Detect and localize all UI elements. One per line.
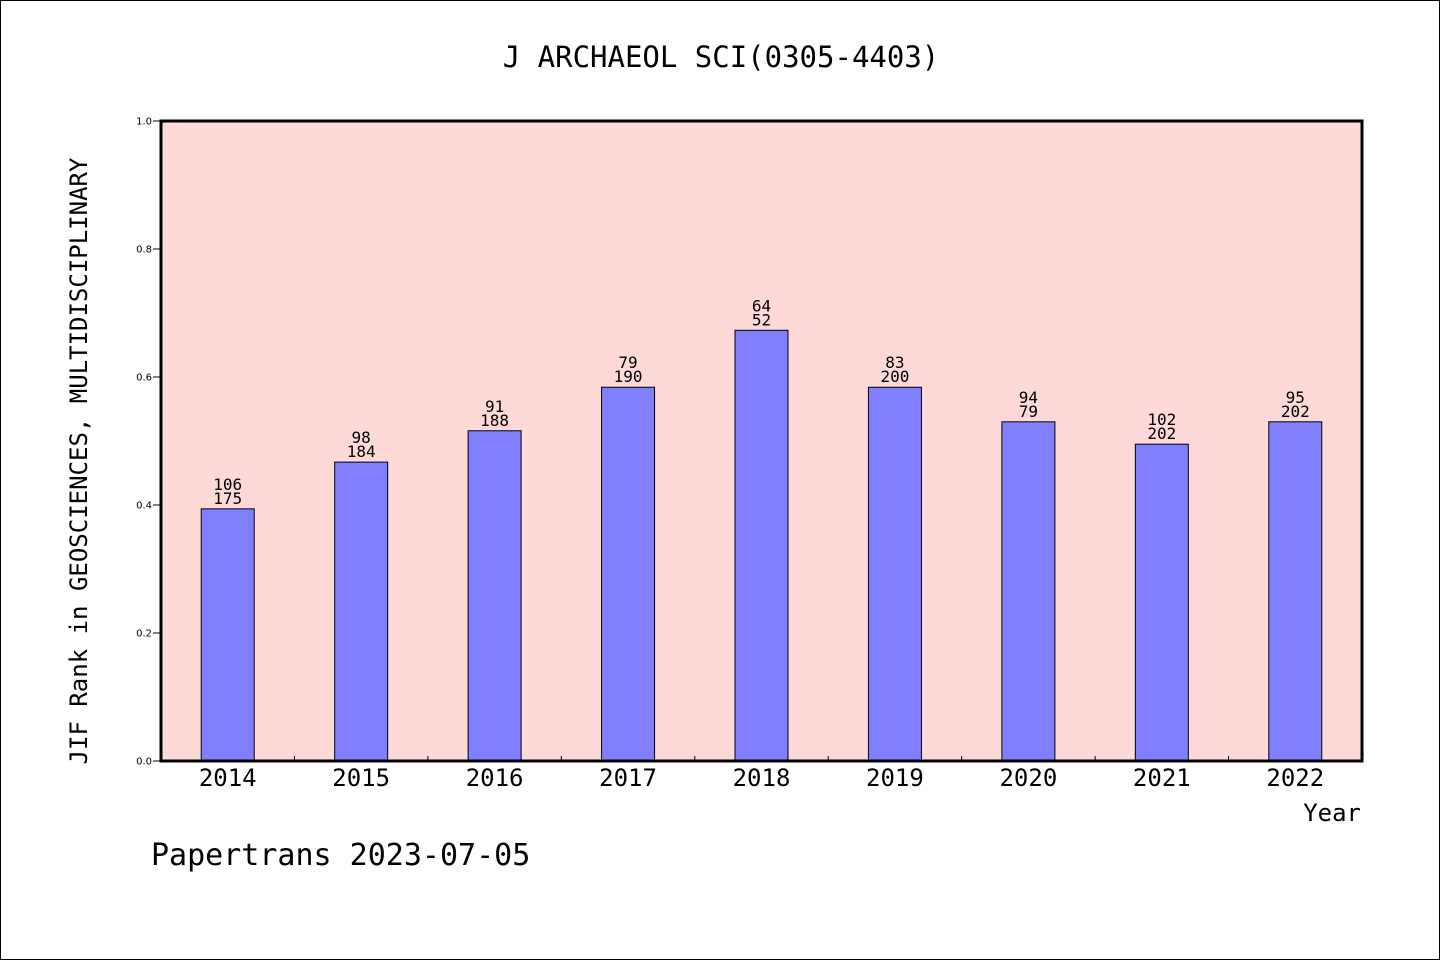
y-tick-label: 0.6 (136, 373, 152, 384)
x-tick-label: 2022 (1266, 764, 1324, 792)
data-label-bottom: 202 (1281, 402, 1310, 421)
bar (1134, 443, 1189, 762)
y-tick-label: 0.2 (136, 629, 152, 640)
y-axis-label: JIF Rank in GEOSCIENCES, MULTIDISCIPLINA… (65, 157, 93, 764)
y-tick-label: 0.4 (136, 501, 152, 512)
x-axis-label: Year (1303, 799, 1361, 827)
y-tick-label: 0.0 (136, 757, 152, 768)
data-label-bottom: 184 (347, 442, 376, 461)
data-label-bottom: 175 (213, 489, 242, 508)
data-label-top: 106 (213, 475, 242, 494)
data-label-top: 64 (752, 296, 771, 315)
bar (601, 386, 656, 762)
data-label-top: 102 (1147, 410, 1176, 429)
bar (867, 386, 922, 762)
y-tick-label: 1.0 (136, 117, 152, 128)
data-label-top: 79 (618, 353, 637, 372)
y-tick-label: 0.8 (136, 245, 152, 256)
x-tick-label: 2017 (599, 764, 657, 792)
x-tick-label: 2018 (733, 764, 791, 792)
bar (467, 430, 522, 762)
data-label-top: 91 (485, 397, 504, 416)
x-tick-label: 2021 (1133, 764, 1191, 792)
data-label-top: 95 (1286, 388, 1305, 407)
bar (734, 329, 789, 762)
chart-title: J ARCHAEOL SCI(0305-4403) (503, 40, 940, 74)
bar (1268, 421, 1323, 762)
bar (334, 461, 389, 762)
data-label-bottom: 52 (752, 310, 771, 329)
x-tick-label: 2019 (866, 764, 924, 792)
data-label-bottom: 202 (1147, 424, 1176, 443)
data-label-bottom: 190 (614, 367, 643, 386)
data-label-top: 98 (352, 428, 371, 447)
x-tick-label: 2014 (199, 764, 257, 792)
x-tick-label: 2016 (466, 764, 524, 792)
data-label-bottom: 188 (480, 411, 509, 430)
x-tick-label: 2015 (332, 764, 390, 792)
x-tick-label: 2020 (999, 764, 1057, 792)
data-label-bottom: 200 (880, 367, 909, 386)
plot-border (159, 119, 1364, 763)
footer-note: Papertrans 2023-07-05 (151, 838, 530, 873)
bar (1001, 421, 1056, 762)
data-label-top: 94 (1019, 388, 1038, 407)
x-axis: 2014 2015 2016 2017 2018 2019 2020 2021 2022 (199, 756, 1324, 792)
y-axis: 0.0 0.2 0.4 0.6 0.8 1.0 (136, 117, 161, 768)
bar (200, 508, 255, 762)
data-label-top: 83 (885, 353, 904, 372)
data-label-bottom: 79 (1019, 402, 1038, 421)
